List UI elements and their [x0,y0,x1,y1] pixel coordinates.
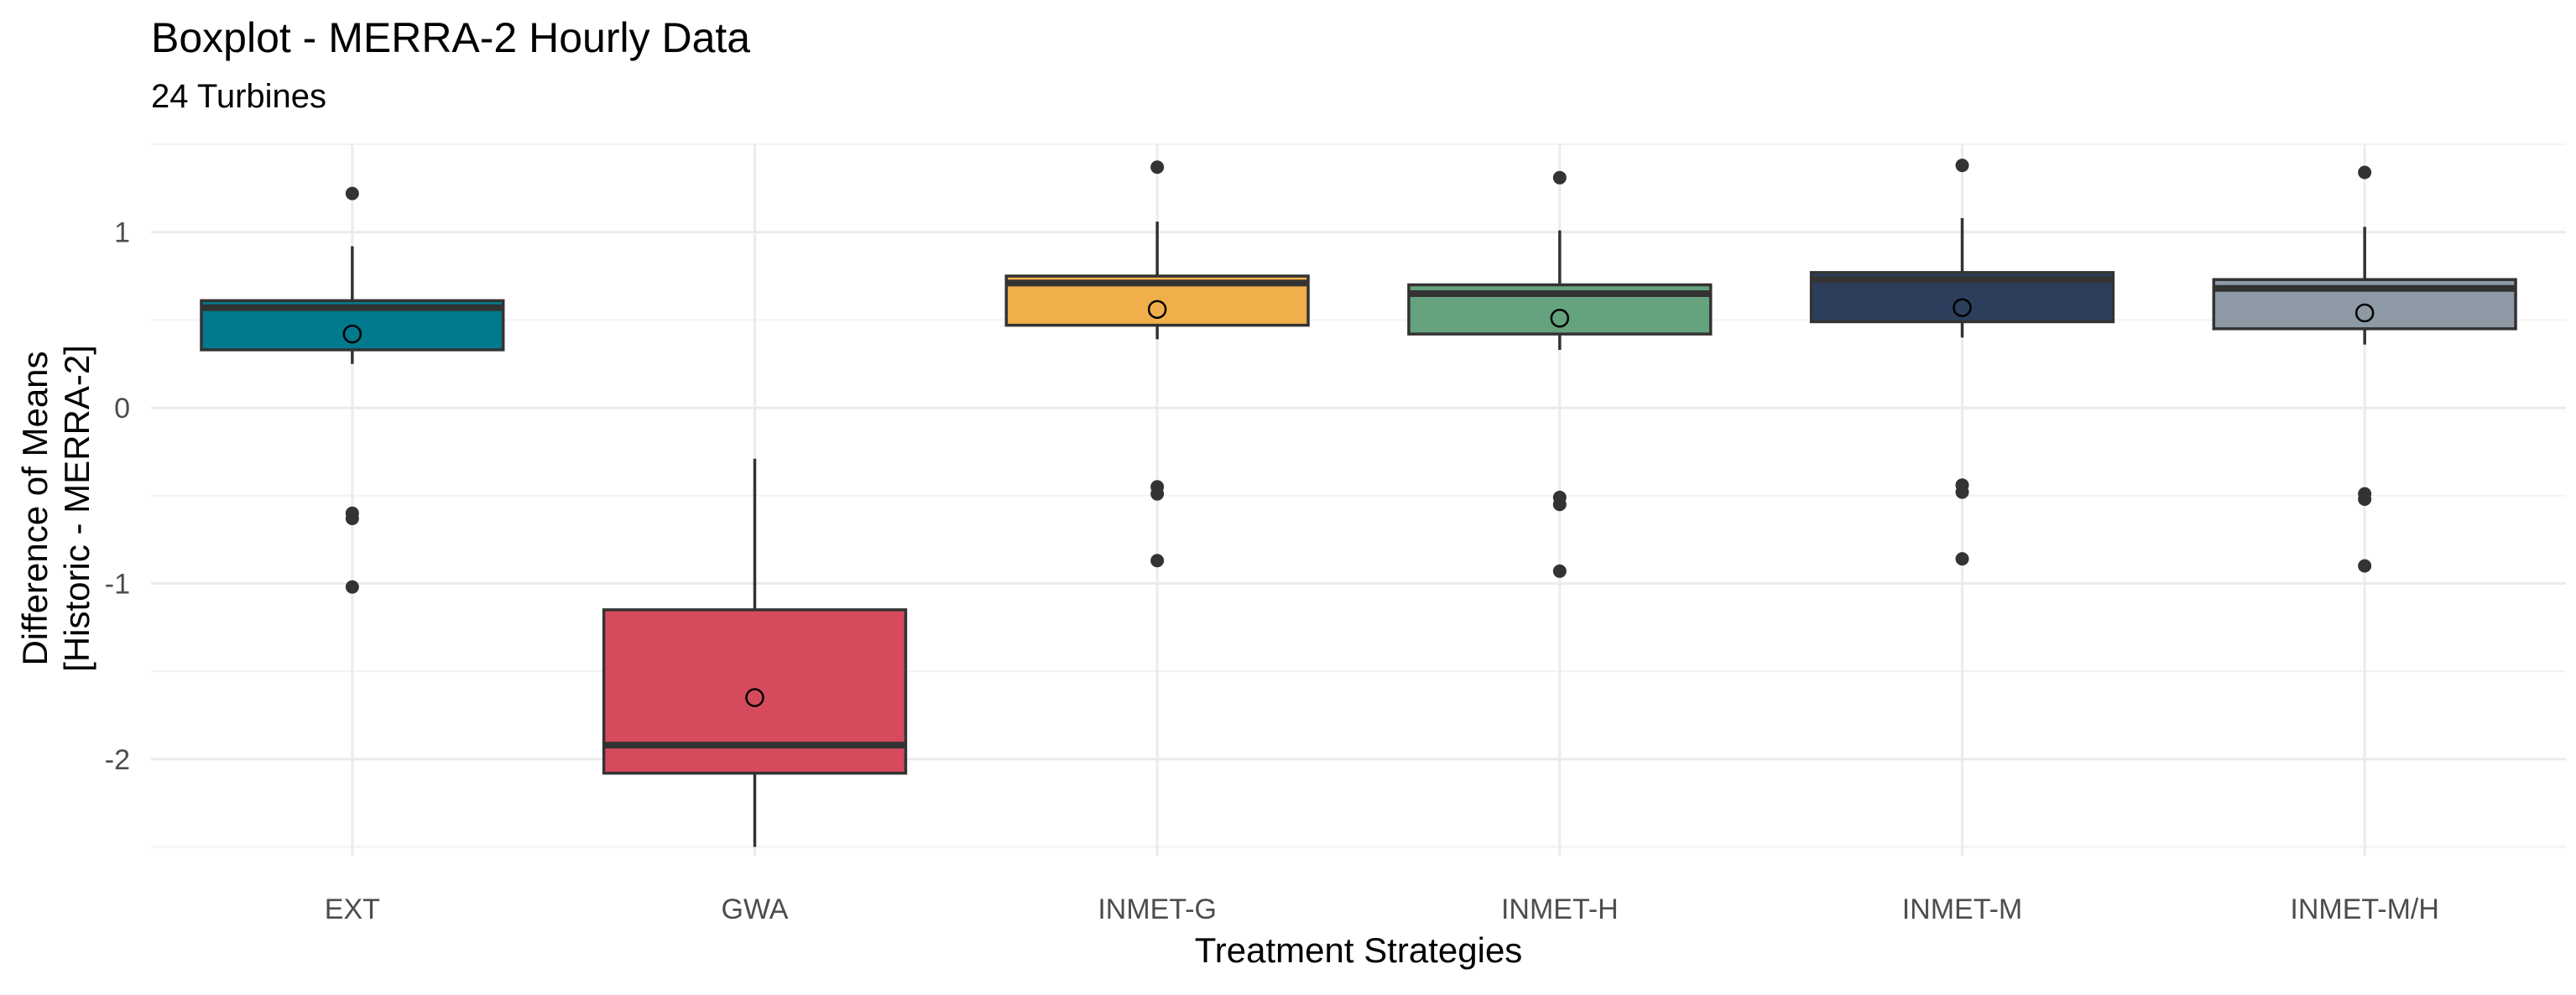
outlier-point [2358,559,2372,573]
box-group-inmet-g [1004,160,1310,568]
x-tick-label: INMET-H [1501,893,1619,925]
y-axis-title-line-1: Difference of Means [15,351,55,665]
x-tick-label: INMET-G [1098,893,1217,925]
boxes-layer [200,159,2517,847]
mean-marker [2354,303,2375,323]
outlier-point [2358,492,2372,506]
grid-layer [151,143,2566,856]
outlier-point [345,186,359,201]
outlier-point [1150,487,1165,501]
chart-subtitle: 24 Turbines [151,78,326,115]
y-tick-label: -1 [105,568,130,600]
outlier-point [1150,554,1165,568]
mean-marker [745,688,764,707]
chart-title: Boxplot - MERRA-2 Hourly Data [151,14,750,61]
mean-marker [342,324,362,344]
outlier-point [1552,498,1567,512]
x-tick-label: INMET-M [1902,893,2023,925]
box-group-gwa [602,458,908,847]
mean-marker [1550,309,1570,328]
box-iqr [602,608,908,775]
y-tick-label: 1 [114,217,130,249]
y-axis-title-line-2: [Historic - MERRA-2] [57,345,96,672]
outlier-point [2358,165,2372,180]
outlier-point [1955,159,1969,173]
box-group-inmet-m [1809,159,2115,566]
outlier-point [1552,170,1567,185]
outlier-point [1552,564,1567,578]
y-tick-label: -2 [105,744,130,776]
outlier-point [345,511,359,525]
axis-labels-layer: 1 0 -1 -2 EXT GWA INMET-G INMET-H INMET-M INMET-M… [105,217,2439,925]
mean-marker [1953,298,1972,317]
outlier-point [1955,485,1969,499]
box-group-inmet-m-h [2212,165,2517,573]
box-group-ext [200,186,505,594]
x-tick-label: INMET-M/H [2290,893,2439,925]
x-tick-label: GWA [722,893,789,925]
y-tick-label: 0 [114,393,130,425]
outlier-point [1955,552,1969,566]
mean-marker [1147,300,1167,320]
x-tick-label: EXT [325,893,380,925]
box-group-inmet-h [1407,170,1713,578]
outlier-point [1150,160,1165,175]
x-axis-title: Treatment Strategies [1195,930,1523,970]
outlier-point [345,580,359,594]
y-axis-title: Difference of Means [Historic - MERRA-2] [15,345,96,672]
